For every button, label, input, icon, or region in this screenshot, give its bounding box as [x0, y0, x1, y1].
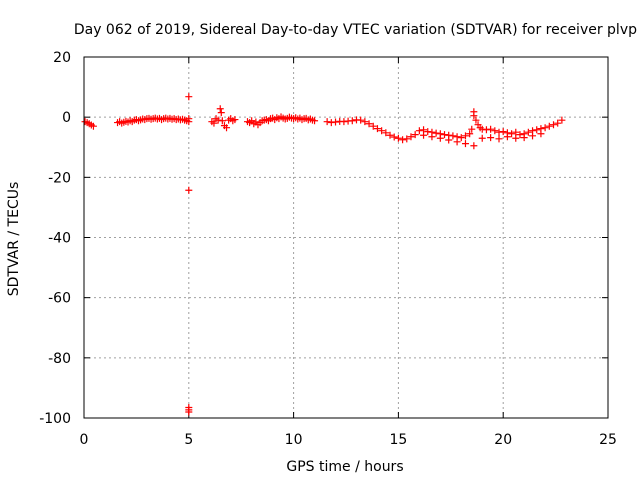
x-tick-label: 15	[389, 432, 407, 448]
grid-lines	[84, 57, 608, 418]
data-point	[495, 128, 503, 136]
data-point	[185, 186, 193, 194]
x-tick-label: 0	[80, 432, 89, 448]
data-point	[373, 125, 381, 133]
data-point	[185, 408, 193, 416]
data-point	[217, 109, 225, 117]
x-axis-label: GPS time / hours	[286, 459, 403, 475]
data-point	[420, 131, 428, 139]
y-axis-label: SDTVAR / TECUs	[6, 182, 22, 297]
data-point	[487, 125, 495, 133]
data-point	[478, 134, 486, 142]
data-point	[323, 118, 331, 126]
data-point	[449, 132, 457, 140]
data-point	[185, 93, 193, 101]
data-point	[512, 128, 520, 136]
data-point	[541, 124, 549, 132]
data-point	[415, 127, 423, 135]
data-point	[470, 142, 478, 150]
data-point	[214, 116, 222, 124]
y-tick-label: -80	[48, 351, 71, 367]
data-point	[545, 122, 553, 130]
data-point	[503, 133, 511, 141]
data-point	[382, 129, 390, 137]
data-point	[445, 136, 453, 144]
data-point	[311, 117, 319, 125]
y-tick-label: -40	[48, 231, 71, 247]
data-point	[361, 118, 369, 126]
x-tick-label: 20	[494, 432, 512, 448]
y-tick-label: 0	[62, 110, 71, 126]
x-tick-label: 25	[599, 432, 617, 448]
data-point	[378, 127, 386, 135]
data-point	[327, 119, 335, 127]
chart-title: Day 062 of 2019, Sidereal Day-to-day VTE…	[74, 22, 637, 38]
data-point	[403, 135, 411, 143]
y-tick-label: 20	[53, 50, 71, 66]
data-point	[533, 126, 541, 134]
y-tick-label: -20	[48, 170, 71, 186]
data-point	[470, 112, 478, 120]
data-point	[550, 121, 558, 129]
data-point	[89, 122, 97, 130]
data-point	[348, 117, 356, 125]
data-point	[407, 133, 415, 141]
data-point	[223, 124, 231, 132]
data-point	[231, 116, 239, 124]
data-point	[461, 132, 469, 140]
data-point	[491, 127, 499, 135]
y-tick-label: -100	[39, 411, 71, 427]
data-point	[210, 119, 218, 127]
data-point	[365, 120, 373, 128]
data-point	[520, 134, 528, 142]
data-point	[461, 140, 469, 148]
data-point	[340, 118, 348, 126]
data-point	[466, 130, 474, 138]
data-point	[508, 130, 516, 138]
data-point	[441, 131, 449, 139]
x-tick-label: 10	[285, 432, 303, 448]
data-point	[424, 128, 432, 136]
data-point	[554, 119, 562, 127]
data-point	[529, 132, 537, 140]
data-point	[516, 131, 524, 139]
data-point	[478, 125, 486, 133]
x-tick-label: 5	[184, 432, 193, 448]
data-point	[512, 134, 520, 142]
y-tick-label: -60	[48, 291, 71, 307]
data-point	[468, 125, 476, 133]
data-point	[386, 131, 394, 139]
data-point	[369, 122, 377, 130]
data-point	[558, 116, 566, 124]
data-points	[81, 93, 566, 416]
plot-frame	[83, 56, 609, 419]
data-point	[411, 131, 419, 139]
axis-ticks: 20 0 -20 -40 -60 -80 -100 0 5 10 15 20 25	[39, 50, 617, 448]
data-point	[399, 136, 407, 144]
data-point	[216, 105, 224, 113]
data-point	[453, 138, 461, 146]
data-point	[457, 134, 465, 142]
data-point	[495, 135, 503, 143]
data-point	[390, 133, 398, 141]
data-point	[332, 118, 340, 126]
data-point	[537, 130, 545, 138]
data-point	[487, 134, 495, 142]
data-point	[436, 134, 444, 142]
data-point	[432, 129, 440, 137]
data-point	[357, 116, 365, 124]
data-point	[524, 128, 532, 136]
data-point	[394, 134, 402, 142]
data-point	[482, 126, 490, 134]
data-point	[472, 116, 480, 124]
data-point	[185, 118, 193, 126]
data-point	[218, 117, 226, 125]
data-point	[499, 128, 507, 136]
data-point	[428, 133, 436, 141]
